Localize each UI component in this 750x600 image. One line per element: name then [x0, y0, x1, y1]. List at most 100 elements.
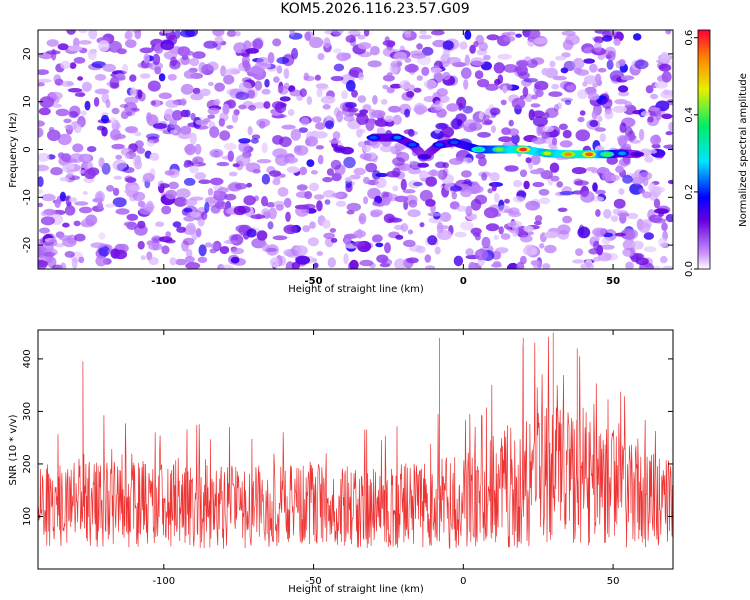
noise-cell: [372, 95, 378, 105]
noise-cell: [349, 259, 359, 269]
noise-cell: [511, 97, 526, 110]
chart-title: KOM5.2026.116.23.57.G09: [280, 1, 470, 17]
noise-cell: [439, 212, 452, 222]
noise-cell: [460, 221, 474, 231]
noise-cell: [213, 190, 220, 197]
noise-cell: [71, 121, 86, 126]
noise-cell: [655, 108, 662, 121]
colorbar: 0.0 0.2 0.4 0.6 Normalized spectral amplitu…: [684, 29, 749, 277]
noise-cell: [223, 142, 237, 151]
noise-cell: [629, 139, 641, 144]
noise-cell: [183, 162, 190, 168]
noise-cell: [372, 234, 383, 243]
noise-cell: [622, 174, 633, 184]
noise-cell: [359, 109, 369, 115]
noise-cell: [650, 93, 659, 100]
signal-core: [603, 152, 612, 157]
noise-cell: [342, 52, 352, 60]
noise-cell: [245, 48, 259, 54]
noise-cell: [129, 74, 137, 82]
noise-cell: [463, 157, 473, 165]
noise-cell: [137, 220, 146, 229]
noise-cell: [477, 78, 490, 88]
noise-cell: [474, 70, 484, 80]
noise-cell: [583, 75, 598, 85]
noise-cell: [310, 170, 318, 175]
noise-cell: [190, 112, 196, 121]
noise-cell: [582, 81, 588, 87]
noise-cell: [638, 188, 646, 194]
noise-cell: [130, 87, 137, 97]
noise-cell: [539, 197, 551, 205]
noise-cell: [152, 53, 161, 66]
noise-cell: [275, 154, 289, 166]
noise-cell: [192, 51, 206, 59]
noise-cell: [446, 103, 459, 112]
x-tick-label: -100: [151, 276, 176, 287]
noise-cell: [406, 90, 415, 98]
noise-cell: [74, 201, 89, 206]
noise-cell: [217, 187, 229, 194]
noise-cell: [303, 72, 309, 81]
noise-cell: [82, 191, 88, 195]
noise-cell: [489, 107, 501, 116]
noise-cell: [224, 239, 239, 245]
noise-cell: [498, 136, 513, 143]
noise-cell: [57, 133, 72, 146]
noise-cell: [184, 30, 198, 37]
noise-cell: [468, 122, 483, 131]
noise-cell: [302, 225, 311, 233]
noise-cell: [663, 144, 673, 150]
noise-cell: [344, 238, 351, 246]
noise-cell: [386, 72, 393, 77]
noise-cell: [124, 96, 139, 105]
noise-cell: [382, 40, 396, 47]
noise-cell: [233, 205, 247, 216]
noise-cell: [406, 257, 419, 264]
noise-cell: [48, 239, 58, 247]
noise-cell: [638, 222, 651, 234]
noise-cell: [71, 257, 78, 269]
signal-core: [564, 152, 573, 157]
noise-cell: [644, 156, 654, 163]
noise-cell: [470, 57, 485, 66]
noise-cell: [82, 153, 91, 163]
noise-cell: [491, 125, 496, 133]
noise-cell: [134, 159, 143, 170]
noise-cell: [351, 89, 358, 98]
noise-cell: [111, 107, 120, 115]
noise-cell: [600, 244, 615, 250]
noise-cell: [359, 152, 372, 160]
noise-cell: [305, 136, 318, 147]
noise-cell: [601, 237, 611, 245]
noise-cell: [485, 83, 499, 91]
noise-cell: [485, 223, 500, 232]
noise-cell: [316, 83, 329, 91]
noise-cell: [481, 172, 488, 181]
noise-cell: [261, 196, 268, 207]
noise-cell: [184, 256, 195, 263]
noise-cell: [283, 224, 298, 235]
noise-cell: [563, 60, 576, 72]
noise-cell: [161, 205, 172, 215]
noise-cell: [256, 159, 272, 164]
noise-cell: [212, 30, 225, 37]
noise-cell: [320, 95, 336, 104]
noise-cell: [183, 207, 193, 213]
noise-cell: [365, 162, 378, 173]
noise-cell: [167, 73, 177, 81]
y-tick-label: 20: [22, 48, 33, 61]
noise-cell: [73, 57, 86, 64]
noise-cell: [158, 92, 172, 100]
noise-cell: [59, 191, 66, 202]
colorbar-label: Normalized spectral amplitude: [738, 73, 749, 227]
noise-cell: [540, 170, 553, 180]
noise-cell: [183, 237, 195, 246]
noise-cell: [125, 39, 137, 48]
noise-cell: [294, 204, 310, 210]
noise-cell: [79, 206, 93, 214]
noise-cell: [442, 40, 454, 51]
noise-cell: [392, 185, 399, 192]
noise-cell: [218, 118, 225, 127]
